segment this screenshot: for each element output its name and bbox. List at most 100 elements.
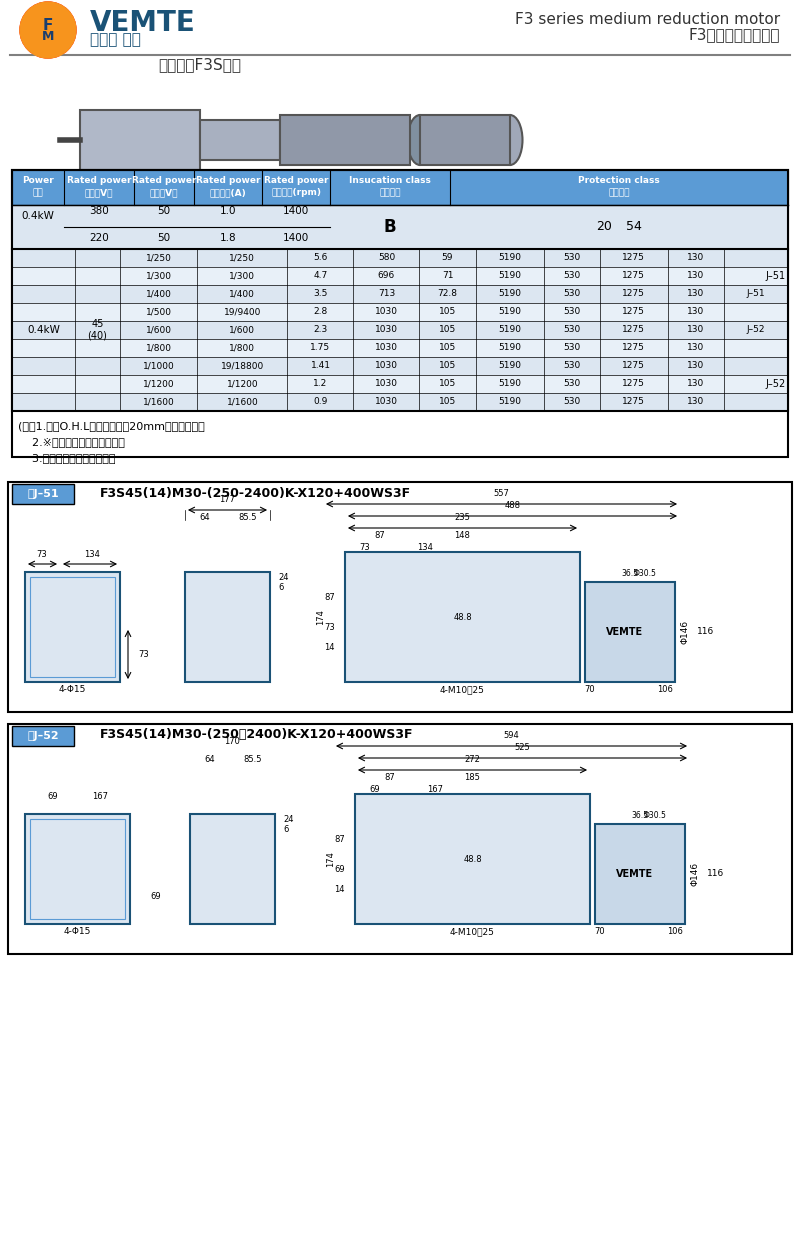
- Text: 14: 14: [325, 642, 335, 651]
- Bar: [30, 577, 115, 677]
- Text: 19/18800: 19/18800: [221, 362, 264, 371]
- Text: 1275: 1275: [622, 398, 646, 407]
- Circle shape: [32, 906, 42, 918]
- Text: 85.5: 85.5: [238, 512, 258, 522]
- Text: 3.括號（）為實心軸軸徑。: 3.括號（）為實心軸軸徑。: [18, 453, 115, 463]
- Bar: [12, 227, 788, 249]
- Bar: [12, 393, 788, 410]
- Circle shape: [23, 5, 73, 55]
- Text: 130: 130: [687, 398, 705, 407]
- Bar: [190, 813, 275, 924]
- Text: 額定轉速(rpm): 額定轉速(rpm): [271, 188, 321, 197]
- Text: Φ146: Φ146: [680, 620, 689, 644]
- Ellipse shape: [407, 115, 433, 165]
- Text: 4-Φ15: 4-Φ15: [64, 928, 91, 936]
- Text: 167: 167: [427, 785, 443, 794]
- Text: 69: 69: [334, 864, 345, 873]
- Text: 20: 20: [596, 221, 612, 233]
- Bar: [345, 552, 580, 682]
- Text: 2.※標記為轉矩力受限機型。: 2.※標記為轉矩力受限機型。: [18, 436, 125, 446]
- Bar: [355, 794, 590, 924]
- Text: 1/800: 1/800: [146, 343, 171, 352]
- Text: 134: 134: [417, 543, 433, 552]
- Text: Insucation class: Insucation class: [349, 176, 431, 185]
- Text: 105: 105: [439, 343, 456, 352]
- Bar: [30, 818, 125, 919]
- Text: 1030: 1030: [375, 379, 398, 388]
- Text: B: B: [384, 218, 396, 236]
- Text: 54: 54: [626, 221, 642, 233]
- Bar: [12, 357, 788, 374]
- Text: 70: 70: [585, 686, 595, 694]
- Circle shape: [434, 589, 490, 645]
- Circle shape: [32, 821, 42, 831]
- Circle shape: [445, 831, 501, 887]
- Text: 130: 130: [687, 379, 705, 388]
- Text: 5190: 5190: [498, 343, 521, 352]
- Circle shape: [113, 906, 123, 918]
- Text: 5190: 5190: [498, 308, 521, 316]
- Text: 1.2: 1.2: [314, 379, 327, 388]
- Text: 1/1000: 1/1000: [142, 362, 174, 371]
- Text: 530: 530: [563, 379, 580, 388]
- Text: 1.8: 1.8: [220, 233, 236, 243]
- Text: J–51: J–51: [746, 289, 766, 299]
- Circle shape: [20, 2, 76, 58]
- Bar: [12, 205, 788, 227]
- Text: 130: 130: [687, 272, 705, 280]
- Text: 電壓（V）: 電壓（V）: [85, 188, 114, 197]
- Bar: [242, 572, 270, 591]
- Text: 1/600: 1/600: [230, 325, 255, 335]
- Text: 167: 167: [92, 792, 108, 801]
- Text: 防護等級: 防護等級: [608, 188, 630, 197]
- Text: 5190: 5190: [498, 398, 521, 407]
- Text: 525: 525: [514, 743, 530, 751]
- Text: 69: 69: [370, 785, 380, 794]
- Text: Rated power: Rated power: [264, 176, 328, 185]
- Text: 530: 530: [563, 362, 580, 371]
- Text: 105: 105: [439, 325, 456, 335]
- Text: 73: 73: [360, 543, 370, 552]
- Circle shape: [103, 665, 113, 675]
- Circle shape: [103, 579, 113, 589]
- Text: 69: 69: [48, 792, 58, 801]
- Text: 174: 174: [316, 609, 325, 625]
- Text: 1/800: 1/800: [230, 343, 255, 352]
- Text: 148: 148: [454, 531, 470, 539]
- Text: 1/1200: 1/1200: [226, 379, 258, 388]
- Bar: [585, 582, 675, 682]
- Bar: [595, 825, 685, 924]
- Text: 130: 130: [687, 308, 705, 316]
- Text: 134: 134: [84, 551, 100, 559]
- Bar: [12, 170, 788, 410]
- Text: 0.4kW: 0.4kW: [27, 325, 60, 335]
- Text: 1.41: 1.41: [310, 362, 330, 371]
- Bar: [12, 339, 788, 357]
- Text: 170: 170: [225, 737, 241, 746]
- Bar: [12, 321, 788, 339]
- Text: 4-Φ15: 4-Φ15: [59, 686, 86, 694]
- Circle shape: [453, 608, 473, 627]
- Text: 1/1600: 1/1600: [226, 398, 258, 407]
- Text: 106: 106: [667, 928, 683, 936]
- Text: 1.75: 1.75: [310, 343, 330, 352]
- Text: 5190: 5190: [498, 272, 521, 280]
- Text: 絕緣等級: 絕緣等級: [379, 188, 401, 197]
- Bar: [280, 115, 410, 165]
- Text: 1030: 1030: [375, 398, 398, 407]
- Text: 1275: 1275: [622, 272, 646, 280]
- Text: 177: 177: [219, 495, 235, 503]
- Text: 0.9: 0.9: [314, 398, 328, 407]
- Text: Protection class: Protection class: [578, 176, 660, 185]
- Circle shape: [20, 2, 76, 58]
- Text: 1275: 1275: [622, 253, 646, 263]
- Text: 36.5: 36.5: [631, 811, 649, 821]
- Text: 87: 87: [385, 773, 395, 781]
- Circle shape: [462, 849, 482, 869]
- Bar: [8, 724, 792, 954]
- Text: 1275: 1275: [622, 308, 646, 316]
- Text: 185: 185: [465, 773, 481, 781]
- Text: 4-M10淲25: 4-M10淲25: [450, 928, 495, 936]
- Text: Power: Power: [22, 176, 54, 185]
- Bar: [185, 572, 270, 682]
